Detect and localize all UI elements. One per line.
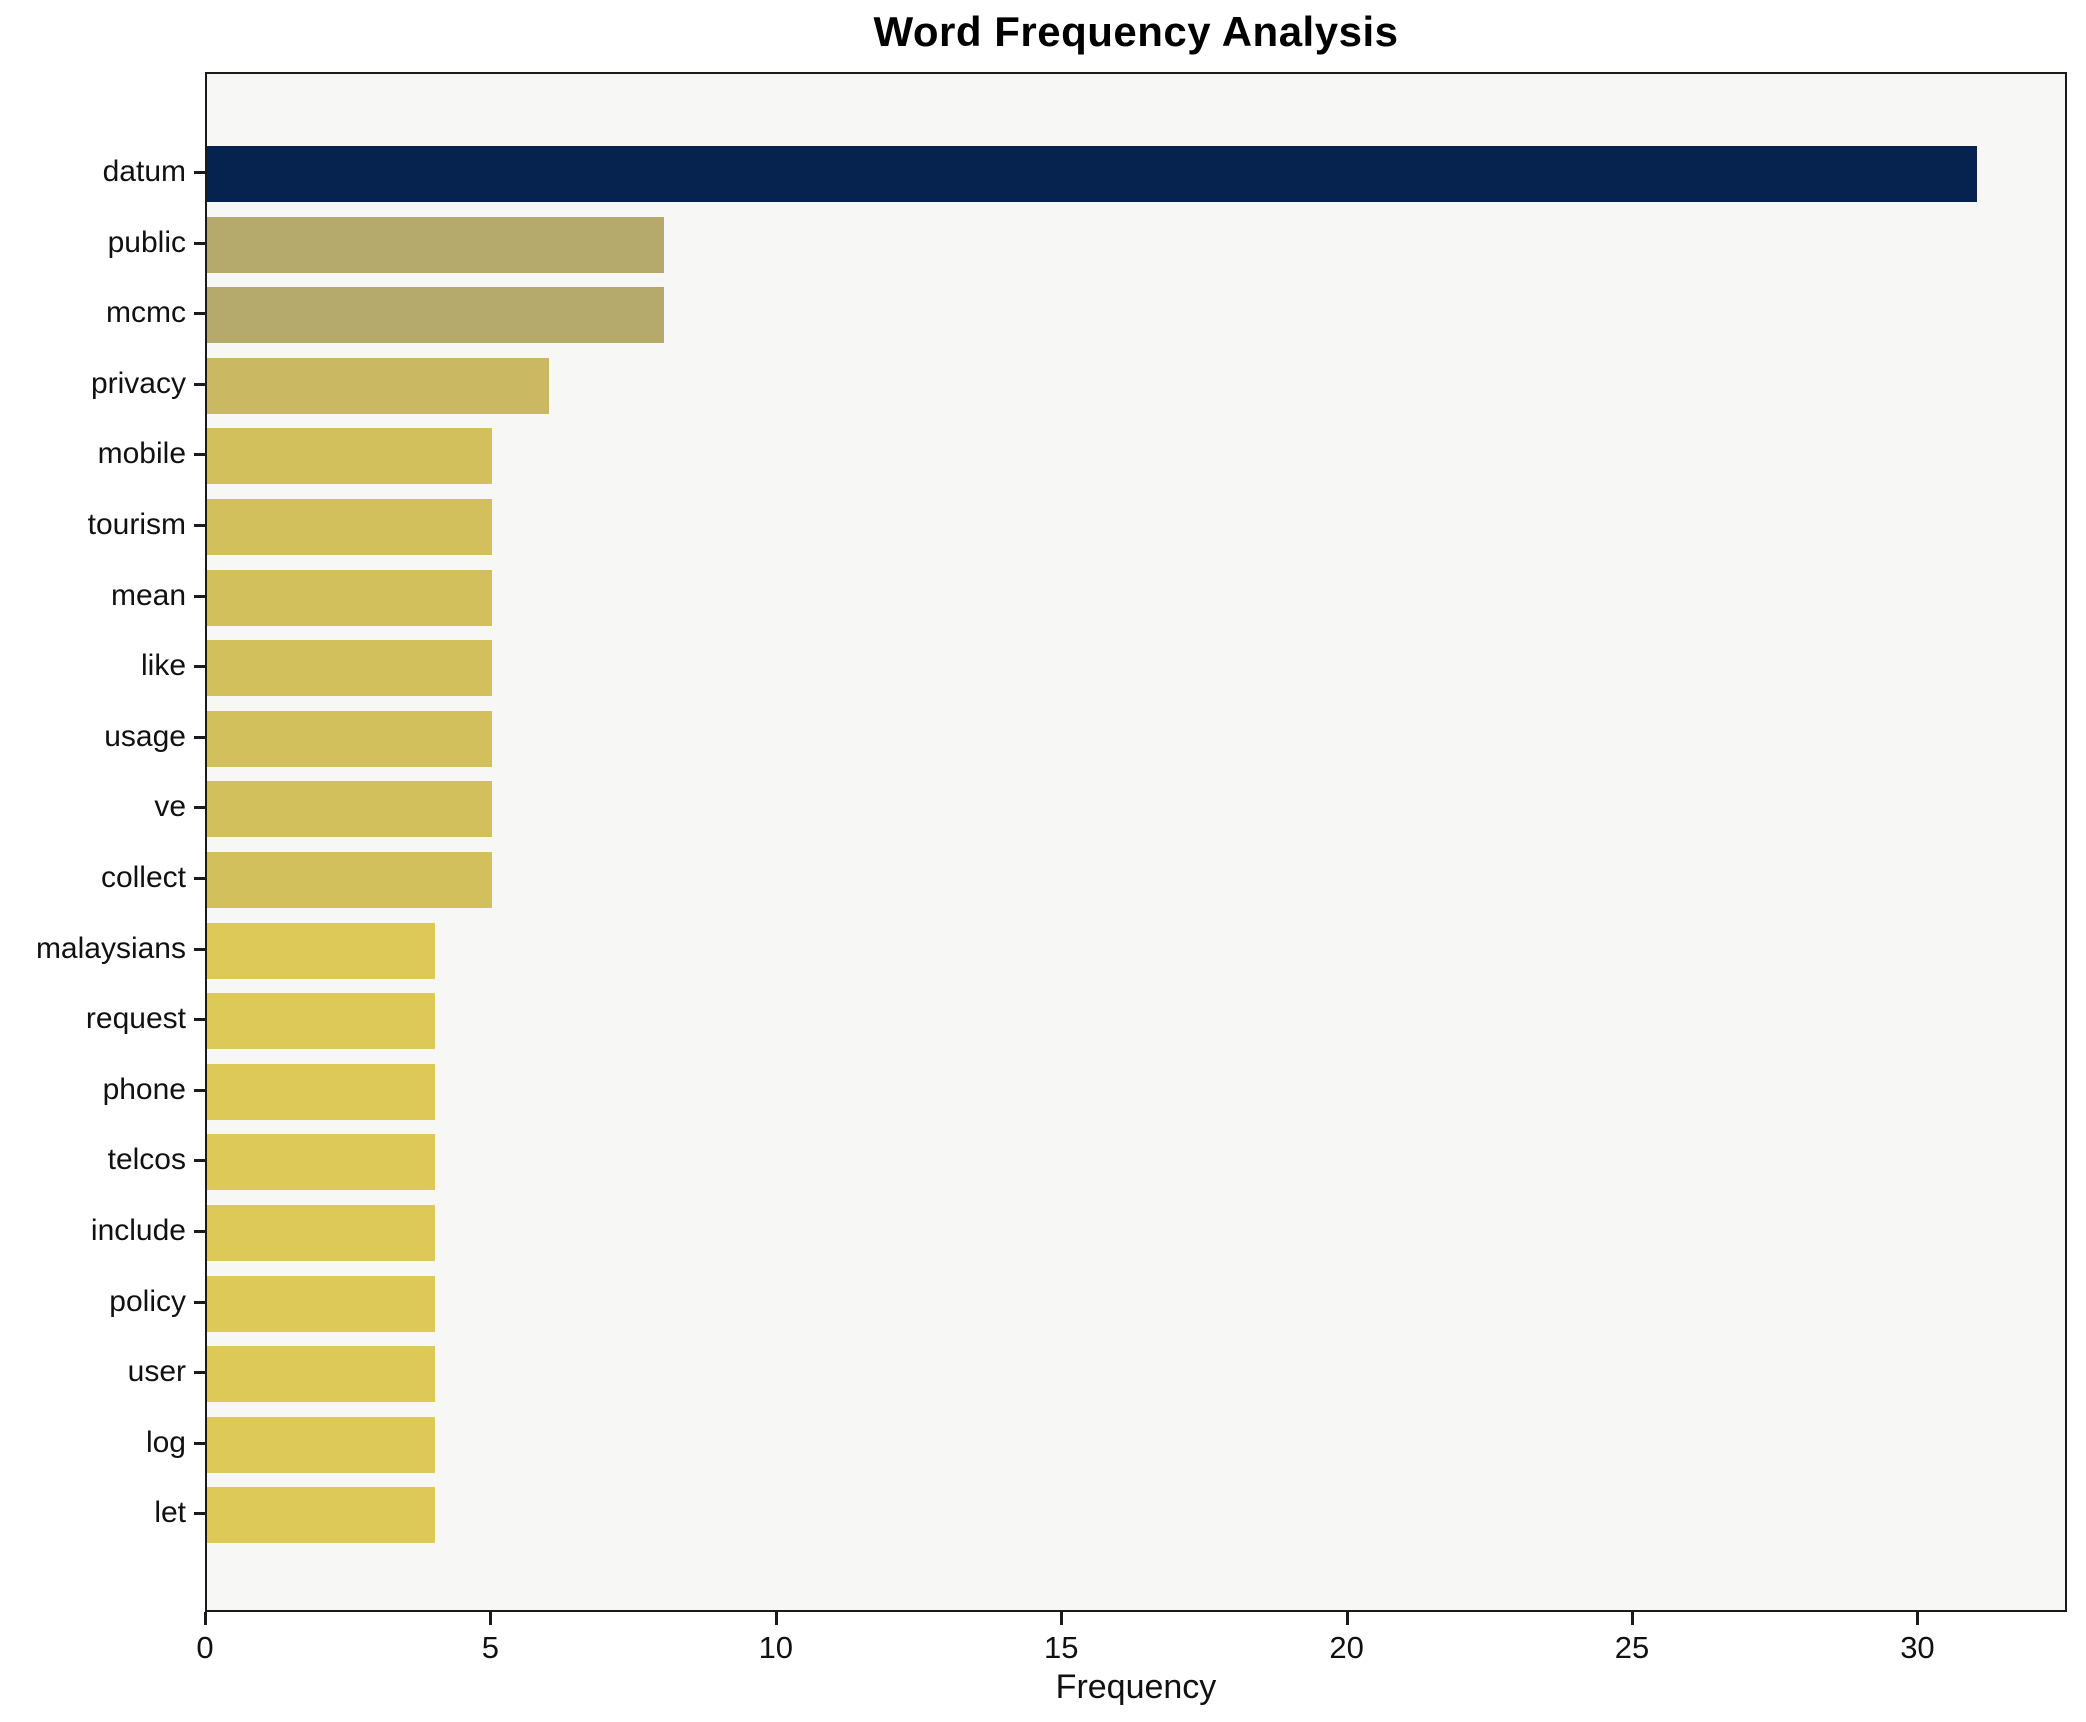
y-tick-mark	[194, 1159, 205, 1163]
y-tick-mark	[194, 806, 205, 810]
x-tick-mark	[1631, 1612, 1635, 1625]
y-tick-mark	[194, 382, 205, 386]
y-tick-mark	[194, 453, 205, 457]
x-tick-label-20: 20	[1329, 1630, 1364, 1665]
y-tick-mark	[194, 312, 205, 316]
bar-log	[207, 1416, 436, 1473]
y-tick-mark	[194, 1371, 205, 1375]
chart-title: Word Frequency Analysis	[873, 8, 1399, 55]
x-tick-label-15: 15	[1043, 1630, 1079, 1665]
y-tick-mark	[194, 171, 205, 174]
bar-request	[207, 993, 436, 1050]
y-tick-label-user: user	[127, 1355, 186, 1389]
y-tick-label-malaysians: malaysians	[35, 931, 186, 965]
y-tick-label-phone: phone	[102, 1072, 186, 1106]
y-tick-label-log: log	[145, 1425, 186, 1459]
bar-like	[207, 640, 493, 697]
y-tick-label-privacy: privacy	[90, 366, 186, 400]
y-tick-label-include: include	[90, 1214, 186, 1247]
y-tick-mark	[194, 594, 205, 598]
bar-usage	[207, 710, 493, 767]
y-tick-label-let: let	[154, 1496, 186, 1530]
y-tick-label-tourism: tourism	[87, 508, 186, 541]
y-tick-mark	[194, 735, 205, 739]
bar-mobile	[207, 428, 493, 485]
y-tick-mark	[194, 1300, 205, 1304]
x-tick-label-0: 0	[196, 1630, 214, 1665]
x-tick-label-25: 25	[1614, 1630, 1650, 1665]
bar-collect	[207, 852, 493, 908]
x-tick-mark	[1345, 1612, 1349, 1625]
y-tick-label-policy: policy	[109, 1284, 186, 1318]
y-tick-label-ve: ve	[154, 790, 186, 824]
y-tick-mark	[194, 1230, 205, 1233]
x-tick-label-10: 10	[758, 1630, 794, 1665]
y-tick-mark	[194, 1018, 205, 1022]
y-tick-mark	[194, 877, 205, 880]
x-axis-label: Frequency	[1055, 1668, 1217, 1706]
bar-malaysians	[207, 922, 436, 979]
x-tick-label-30: 30	[1900, 1630, 1935, 1665]
y-tick-label-like: like	[140, 649, 186, 683]
y-tick-label-mean: mean	[110, 578, 186, 612]
bar-mcmc	[207, 287, 664, 344]
bar-phone	[207, 1063, 436, 1120]
x-tick-label-5: 5	[481, 1630, 500, 1665]
plot-area	[205, 72, 2067, 1612]
x-tick-mark	[204, 1612, 207, 1625]
x-tick-mark	[1060, 1612, 1064, 1625]
bar-include	[207, 1205, 436, 1261]
y-tick-mark	[194, 1088, 205, 1092]
y-tick-mark	[194, 1441, 205, 1445]
bar-user	[207, 1346, 436, 1403]
bar-telcos	[207, 1134, 436, 1191]
y-tick-label-datum: datum	[102, 155, 186, 188]
x-tick-mark	[1916, 1612, 1920, 1625]
y-tick-mark	[194, 524, 205, 527]
y-tick-label-collect: collect	[100, 861, 186, 894]
y-tick-label-usage: usage	[104, 719, 186, 753]
y-tick-label-request: request	[85, 1002, 186, 1036]
bar-mean	[207, 569, 493, 626]
bar-privacy	[207, 357, 550, 414]
y-tick-label-telcos: telcos	[107, 1143, 186, 1177]
y-tick-mark	[194, 1512, 205, 1516]
y-tick-mark	[194, 947, 205, 951]
y-tick-label-mobile: mobile	[97, 437, 186, 471]
y-tick-label-mcmc: mcmc	[106, 296, 186, 330]
x-tick-mark	[489, 1612, 493, 1625]
bar-public	[207, 216, 664, 273]
bar-datum	[207, 146, 1977, 202]
bar-ve	[207, 781, 493, 838]
y-tick-mark	[194, 241, 205, 245]
bar-policy	[207, 1275, 436, 1332]
y-tick-mark	[194, 665, 205, 669]
bar-tourism	[207, 499, 493, 555]
x-tick-mark	[774, 1612, 778, 1625]
bar-let	[207, 1487, 436, 1544]
y-tick-label-public: public	[107, 225, 186, 259]
